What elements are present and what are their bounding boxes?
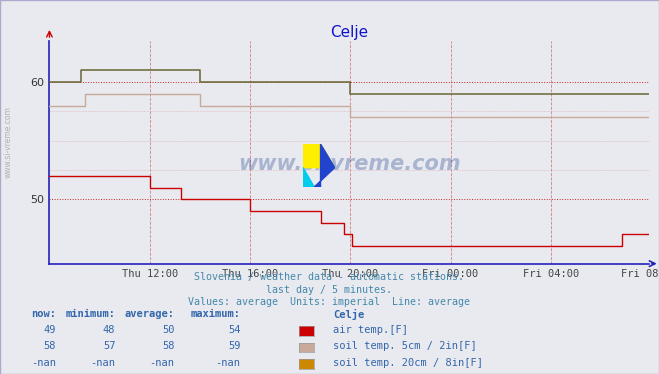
Text: last day / 5 minutes.: last day / 5 minutes. [266, 285, 393, 295]
Text: -nan: -nan [215, 358, 241, 368]
Title: Celje: Celje [330, 25, 368, 40]
Text: soil temp. 5cm / 2in[F]: soil temp. 5cm / 2in[F] [333, 341, 476, 352]
Text: 57: 57 [103, 341, 115, 352]
Text: www.si-vreme.com: www.si-vreme.com [3, 106, 13, 178]
Text: Values: average  Units: imperial  Line: average: Values: average Units: imperial Line: av… [188, 297, 471, 307]
Text: 54: 54 [228, 325, 241, 335]
Text: soil temp. 20cm / 8in[F]: soil temp. 20cm / 8in[F] [333, 358, 483, 368]
Text: Slovenia / weather data - automatic stations.: Slovenia / weather data - automatic stat… [194, 272, 465, 282]
Text: now:: now: [31, 309, 56, 319]
Text: 58: 58 [162, 341, 175, 352]
Text: -nan: -nan [90, 358, 115, 368]
Text: -nan: -nan [150, 358, 175, 368]
Text: maximum:: maximum: [190, 309, 241, 319]
Text: Celje: Celje [333, 309, 364, 319]
Text: -nan: -nan [31, 358, 56, 368]
Text: 49: 49 [43, 325, 56, 335]
Polygon shape [314, 144, 335, 187]
Text: 59: 59 [228, 341, 241, 352]
Text: 50: 50 [162, 325, 175, 335]
Text: average:: average: [125, 309, 175, 319]
Polygon shape [303, 144, 335, 168]
Text: air temp.[F]: air temp.[F] [333, 325, 408, 335]
Text: 48: 48 [103, 325, 115, 335]
Text: 58: 58 [43, 341, 56, 352]
Text: www.si-vreme.com: www.si-vreme.com [238, 154, 461, 174]
Polygon shape [303, 168, 314, 187]
Text: minimum:: minimum: [65, 309, 115, 319]
